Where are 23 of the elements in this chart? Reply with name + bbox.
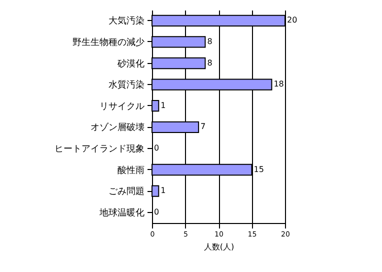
x-axis-title: 人数(人)	[204, 242, 234, 252]
y-tick-label: 地球温暖化	[98, 207, 144, 218]
y-tick-label: オゾン層破壊	[90, 122, 144, 134]
bar	[152, 185, 160, 197]
data-label: 8	[207, 36, 212, 46]
data-label: 0	[154, 143, 160, 152]
data-label: 8	[207, 58, 212, 68]
y-tick-label: リサイクル	[100, 102, 144, 112]
y-tick-label: ごみ問題	[108, 186, 144, 198]
data-label: 0	[154, 207, 160, 216]
data-label: 7	[200, 122, 206, 132]
y-tick-label: 酸性雨	[118, 164, 144, 176]
data-label: 1	[160, 186, 166, 196]
y-tick-label: 砂漠化	[116, 58, 144, 70]
y-tick-label: 野生生物種の減少	[72, 36, 144, 48]
data-label: 20	[287, 16, 298, 25]
data-label: 1	[160, 100, 166, 110]
bar	[152, 100, 160, 112]
y-tick-label: 水質汚染	[108, 80, 144, 91]
y-tick-label: 大気汚染	[108, 16, 144, 27]
y-tick-label: ヒートアイランド現象	[54, 143, 144, 154]
data-label: 18	[274, 80, 284, 89]
data-label: 15	[254, 164, 264, 174]
